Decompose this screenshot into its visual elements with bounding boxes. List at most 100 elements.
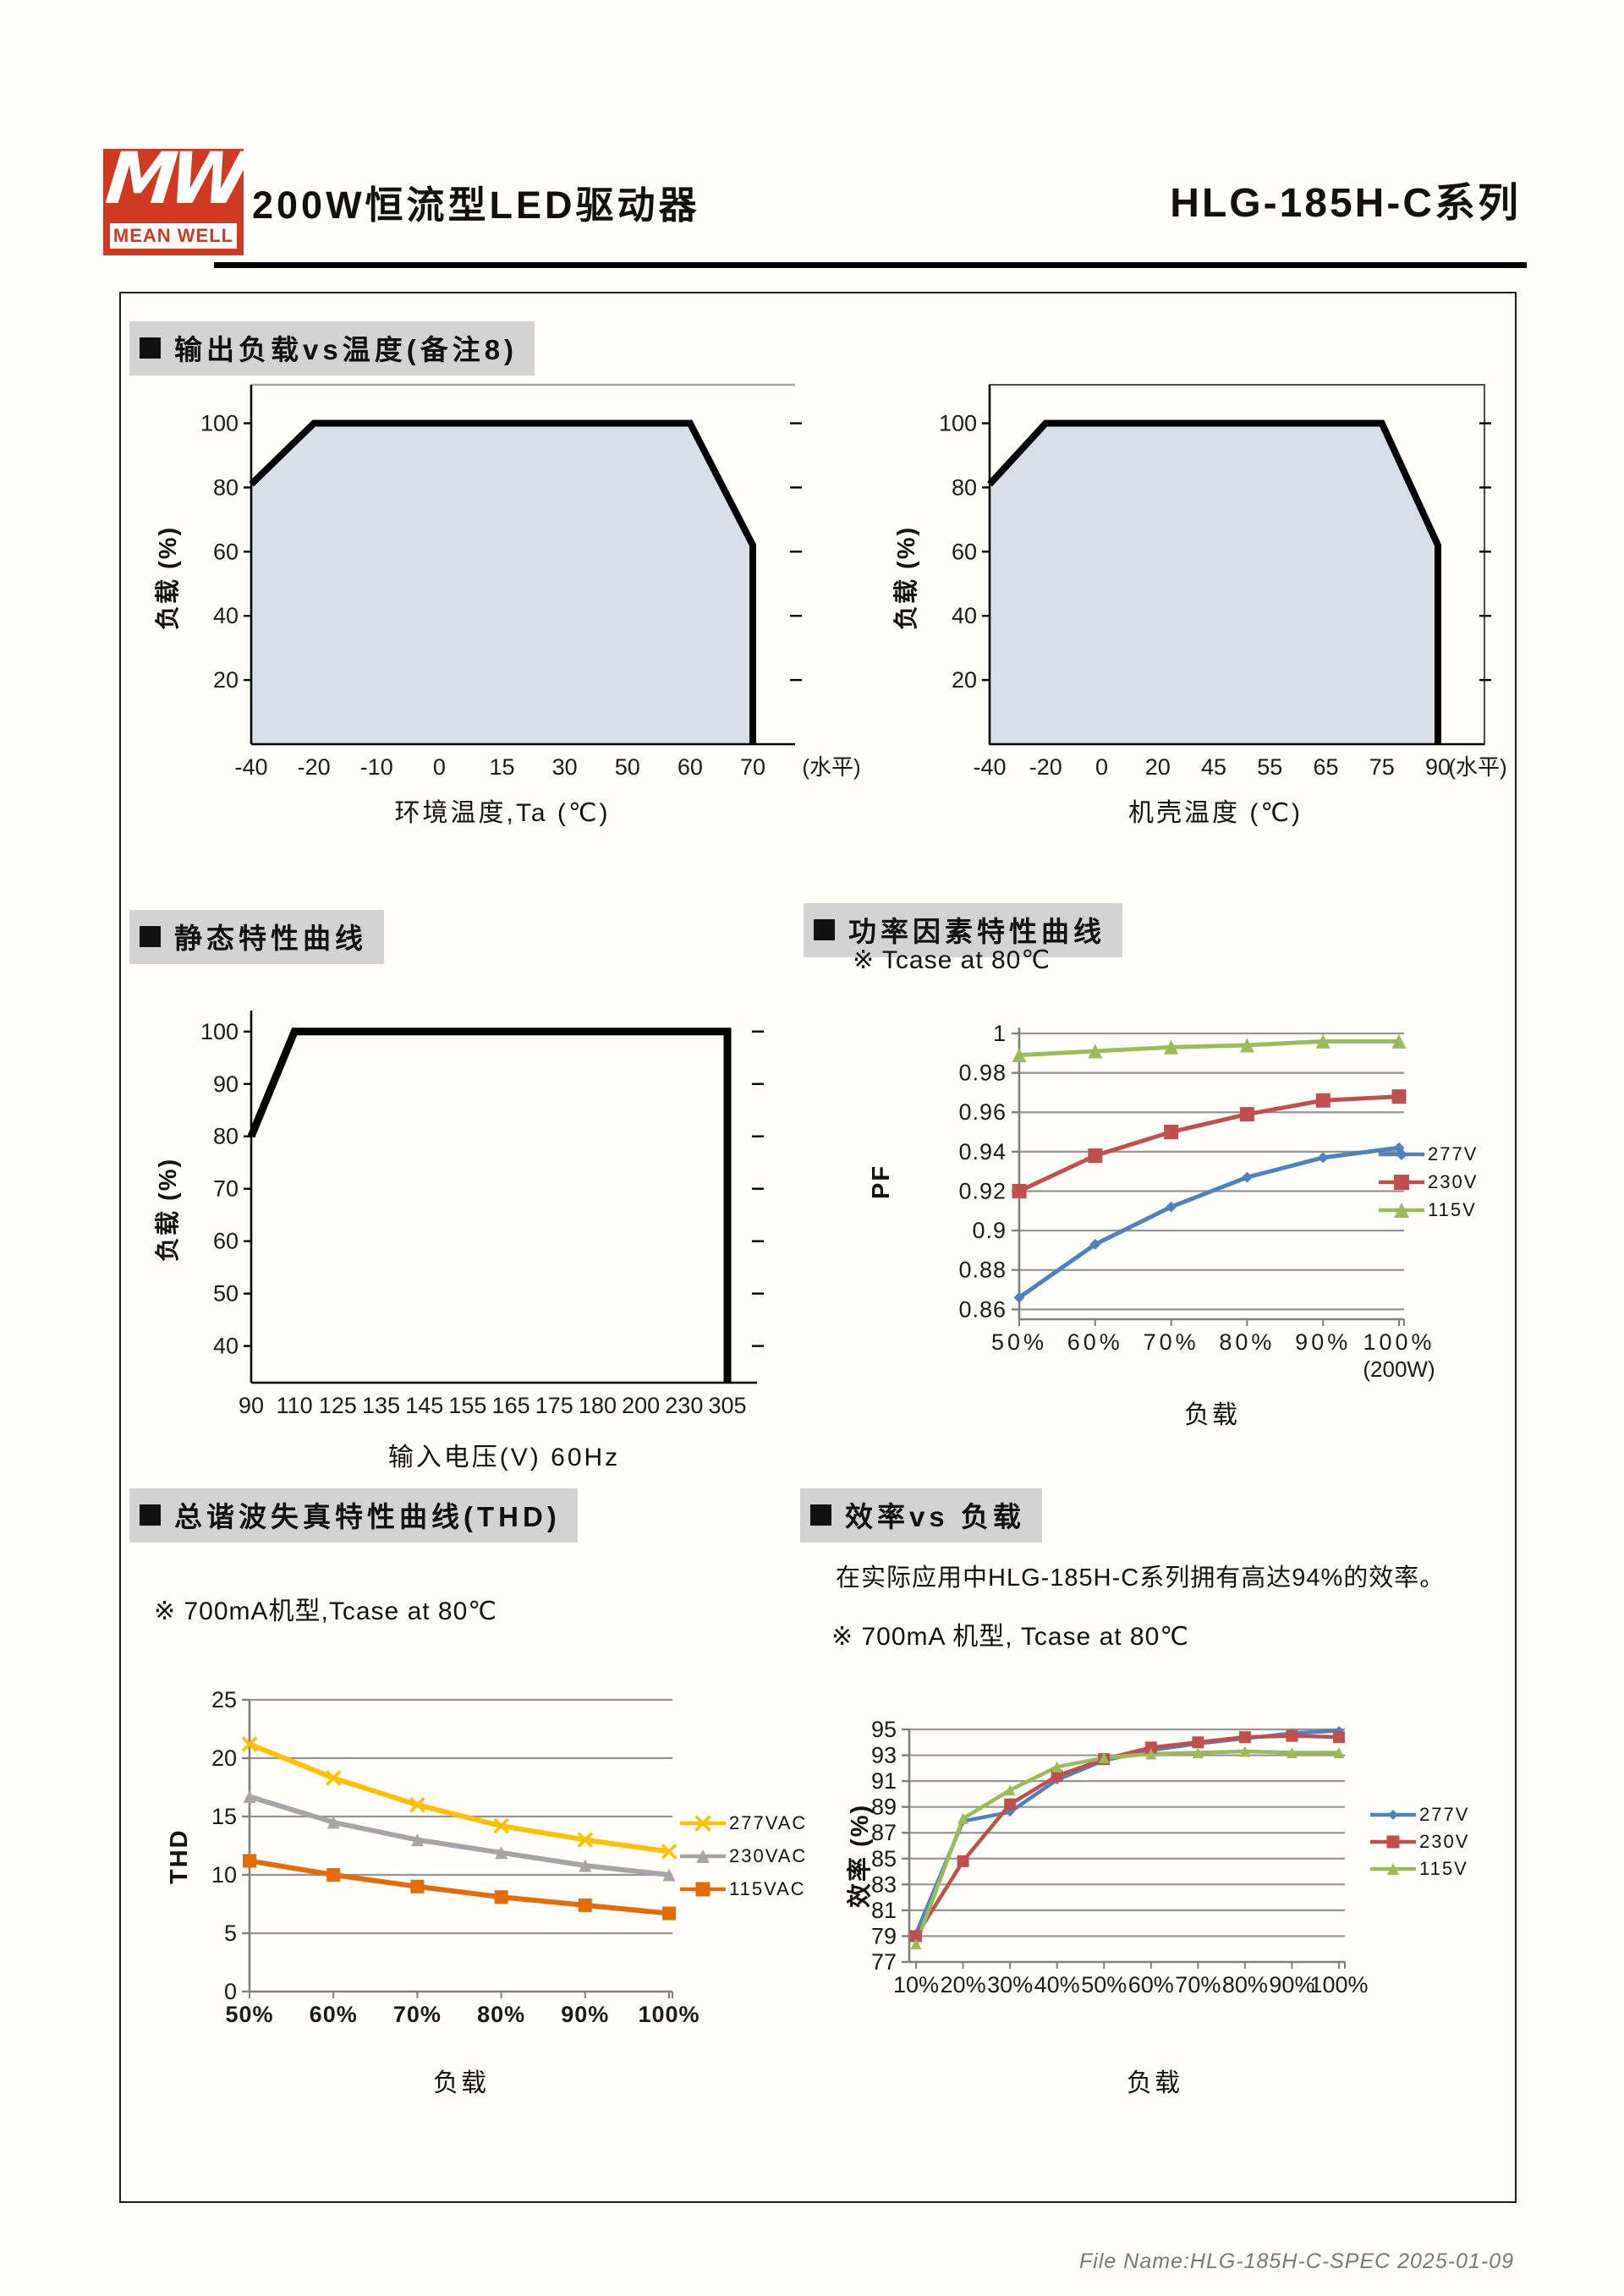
header-rule xyxy=(214,262,1527,268)
legend-item: 115V xyxy=(1369,1855,1469,1882)
svg-text:10: 10 xyxy=(211,1862,237,1888)
svg-text:50: 50 xyxy=(213,1281,239,1307)
chart-power-factor: 0.86 0.88 0.9 0.92 0.94 0.96 0.98 1 50% 60% 70% 80%… xyxy=(958,1021,1435,1382)
svg-text:80%: 80% xyxy=(1222,1972,1268,1997)
section-title-label: 总谐波失真特性曲线(THD) xyxy=(174,1501,561,1532)
svg-text:60: 60 xyxy=(678,754,703,780)
svg-text:30: 30 xyxy=(552,754,578,780)
svg-text:0.86: 0.86 xyxy=(958,1296,1007,1322)
svg-text:(水平): (水平) xyxy=(802,754,860,780)
logo-brand-strip: MEAN WELL xyxy=(110,223,237,249)
svg-text:25: 25 xyxy=(211,1687,237,1712)
svg-text:91: 91 xyxy=(871,1768,897,1794)
svg-text:90: 90 xyxy=(213,1071,239,1097)
svg-text:20: 20 xyxy=(213,667,239,693)
triangle-marker-icon xyxy=(1379,1202,1424,1218)
svg-text:80: 80 xyxy=(213,474,239,500)
svg-text:15: 15 xyxy=(211,1804,237,1829)
meanwell-logo: MW MEAN WELL xyxy=(102,137,244,255)
legend-item: 230V xyxy=(1369,1828,1469,1855)
section-title-pf: 功率因素特性曲线 xyxy=(804,903,1122,957)
svg-text:175: 175 xyxy=(535,1393,573,1418)
section-title-label: 效率vs 负载 xyxy=(845,1501,1025,1532)
svg-text:0: 0 xyxy=(433,754,446,780)
svg-text:80: 80 xyxy=(213,1124,239,1149)
svg-text:100: 100 xyxy=(200,411,239,436)
legend-label: 230V xyxy=(1419,1831,1470,1852)
svg-text:1: 1 xyxy=(993,1021,1007,1046)
section-bullet-icon xyxy=(140,337,161,359)
legend-label: 277VAC xyxy=(729,1811,808,1833)
svg-text:155: 155 xyxy=(448,1393,486,1418)
svg-text:90: 90 xyxy=(239,1393,264,1418)
yaxis-title-ambient: 负载 (%) xyxy=(155,525,182,630)
svg-text:-40: -40 xyxy=(973,754,1006,780)
svg-text:77: 77 xyxy=(871,1949,897,1975)
svg-text:(200W): (200W) xyxy=(1363,1356,1435,1382)
svg-text:87: 87 xyxy=(871,1820,897,1845)
section-bullet-icon xyxy=(140,925,161,947)
logo-brand-text: MEAN WELL xyxy=(112,225,234,246)
legend-label: 115V xyxy=(1428,1198,1477,1220)
xaxis-title-pf: 负载 xyxy=(1184,1401,1240,1429)
pf-note: ※ Tcase at 80℃ xyxy=(853,946,1051,974)
section-title-thd: 总谐波失真特性曲线(THD) xyxy=(129,1488,578,1543)
svg-text:40%: 40% xyxy=(1034,1972,1080,1997)
svg-text:20%: 20% xyxy=(941,1972,986,1997)
svg-text:90%: 90% xyxy=(1295,1329,1351,1355)
svg-text:93: 93 xyxy=(871,1743,897,1768)
svg-text:70: 70 xyxy=(740,754,765,780)
section-bullet-icon xyxy=(814,918,835,940)
logo-mw-icon: MW xyxy=(102,137,245,220)
svg-text:200: 200 xyxy=(622,1393,660,1418)
svg-text:70%: 70% xyxy=(1144,1329,1199,1355)
chart-derating-case: 20 40 60 80 100 -40 -20 0 20 45 55 65 75 90(水平) xyxy=(939,384,1507,780)
svg-text:-10: -10 xyxy=(360,754,393,780)
chart-thd: 0 5 10 15 20 25 50% 60% 70% 80% 90% 100% xyxy=(211,1687,700,2027)
section-title-derating: 输出负载vs温度(备注8) xyxy=(129,321,535,375)
svg-text:70%: 70% xyxy=(393,2002,442,2027)
svg-text:145: 145 xyxy=(405,1393,443,1418)
svg-text:0.98: 0.98 xyxy=(958,1060,1007,1086)
svg-text:85: 85 xyxy=(871,1846,897,1871)
square-marker-icon xyxy=(1379,1174,1424,1190)
svg-text:50%: 50% xyxy=(225,2002,273,2027)
svg-text:60: 60 xyxy=(213,1229,239,1254)
svg-text:100: 100 xyxy=(200,1019,239,1044)
svg-text:40: 40 xyxy=(213,603,239,628)
yaxis-title-static: 负载 (%) xyxy=(155,1157,182,1262)
svg-text:65: 65 xyxy=(1313,754,1338,780)
svg-text:80%: 80% xyxy=(477,2002,525,2027)
legend-eff: 277V 230V 115V xyxy=(1369,1801,1469,1882)
svg-text:60%: 60% xyxy=(1128,1972,1174,1997)
svg-text:79: 79 xyxy=(871,1923,897,1948)
svg-text:75: 75 xyxy=(1369,754,1395,780)
svg-text:110: 110 xyxy=(277,1393,313,1418)
x-marker-icon xyxy=(680,1814,726,1832)
section-bullet-icon xyxy=(140,1504,161,1526)
svg-text:0.88: 0.88 xyxy=(958,1258,1007,1283)
legend-label: 277V xyxy=(1428,1143,1479,1164)
square-marker-icon xyxy=(1370,1835,1416,1849)
eff-description: 在实际应用中HLG-185H-C系列拥有高达94%的效率。 xyxy=(836,1564,1446,1592)
legend-item: 230V xyxy=(1377,1168,1478,1196)
svg-text:90%: 90% xyxy=(561,2002,609,2027)
svg-text:100: 100 xyxy=(939,411,977,436)
svg-text:20: 20 xyxy=(1145,754,1171,780)
svg-text:90%: 90% xyxy=(1269,1972,1314,1997)
diamond-marker-icon xyxy=(1370,1810,1416,1820)
svg-text:20: 20 xyxy=(952,667,977,693)
svg-text:0.92: 0.92 xyxy=(958,1178,1007,1203)
svg-text:30%: 30% xyxy=(987,1972,1033,1997)
section-title-label: 输出负载vs温度(备注8) xyxy=(174,334,518,365)
xaxis-title-ambient: 环境温度,Ta (℃) xyxy=(394,799,611,827)
triangle-marker-icon xyxy=(680,1849,726,1863)
svg-text:-40: -40 xyxy=(234,754,267,780)
svg-text:135: 135 xyxy=(362,1393,400,1418)
svg-text:20: 20 xyxy=(211,1745,237,1771)
triangle-marker-icon xyxy=(1370,1863,1416,1875)
svg-text:125: 125 xyxy=(319,1393,357,1418)
xaxis-title-thd: 负载 xyxy=(433,2069,489,2097)
eff-note: ※ 700mA 机型, Tcase at 80℃ xyxy=(831,1623,1189,1651)
